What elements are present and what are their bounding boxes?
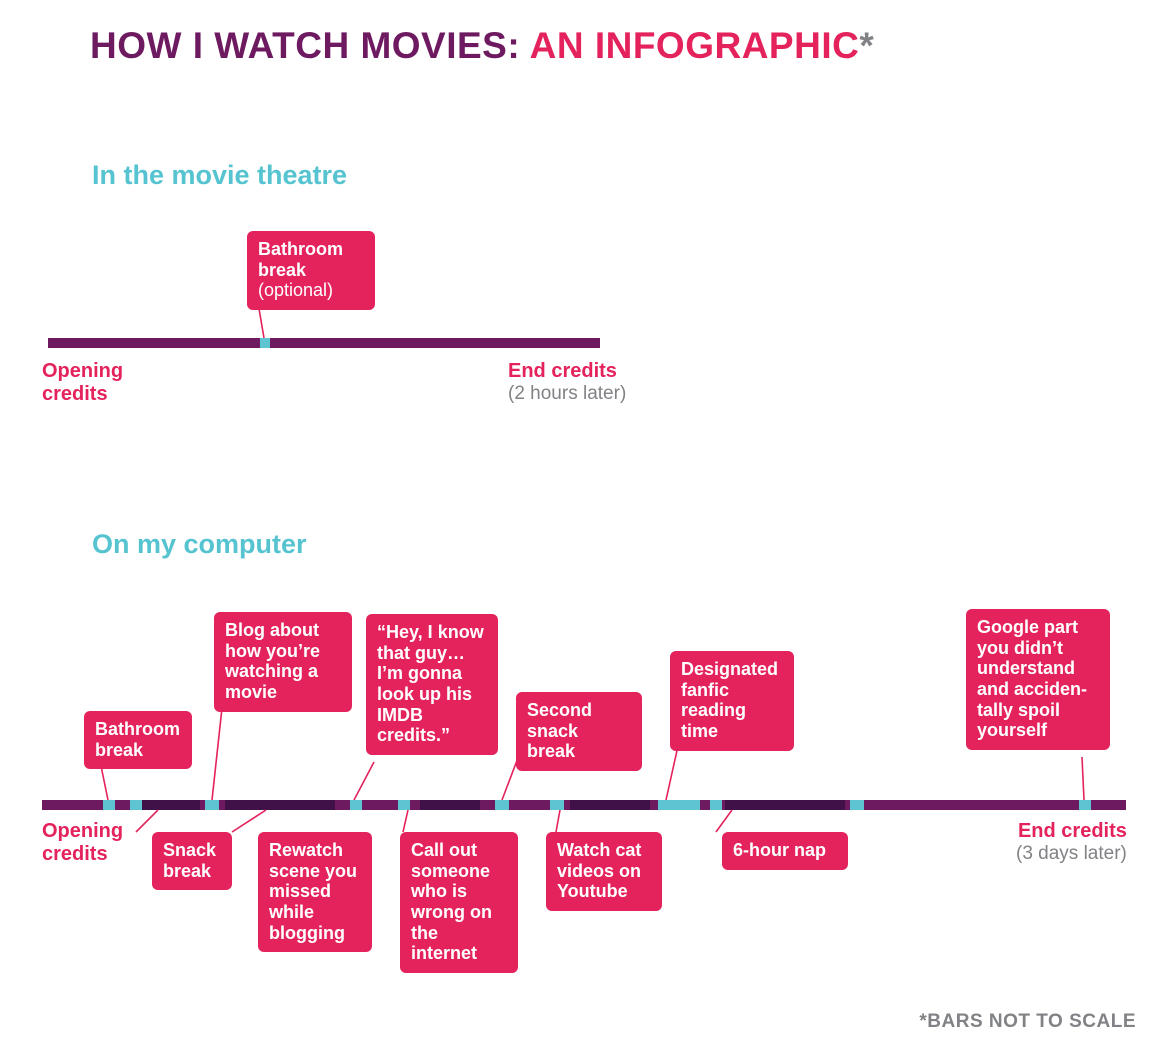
timeline-theatre	[48, 338, 600, 348]
footnote: *BARS NOT TO SCALE	[919, 1011, 1136, 1033]
section-label-computer: On my computer	[92, 529, 307, 560]
timeline-computer	[42, 800, 1126, 810]
pointer-line	[98, 759, 110, 802]
callout-bubble: Call out someone who is wrong on the int…	[400, 832, 518, 973]
pointer-line	[352, 760, 376, 802]
axis-end-sub: (2 hours later)	[508, 383, 626, 405]
axis-end-c-title: End credits	[1018, 820, 1127, 842]
timeline-segment-dark	[420, 800, 480, 810]
callout-bubble: Snack break	[152, 832, 232, 890]
callout-bubble: Bathroom break(optional)	[247, 231, 375, 310]
callout-bubble: Rewatch scene you missed while blogging	[258, 832, 372, 952]
axis-start-line1: Opening	[42, 360, 123, 382]
title-part-1: HOW I WATCH MOVIES:	[90, 25, 530, 66]
pointer-line	[210, 706, 224, 802]
pointer-line	[134, 808, 160, 834]
pointer-line	[1080, 755, 1086, 802]
axis-start-computer: Opening credits	[42, 820, 123, 866]
axis-end-computer: End credits (3 days later)	[1016, 820, 1127, 865]
axis-start-line2: credits	[42, 383, 108, 405]
pointer-line	[500, 740, 526, 802]
axis-start-theatre: Opening credits	[42, 360, 123, 406]
pointer-line	[664, 744, 680, 802]
callout-bubble: Second snack break	[516, 692, 642, 771]
callout-bubble: 6-hour nap	[722, 832, 848, 870]
callout-bubble: Blog about how you’re watching a movie	[214, 612, 352, 712]
callout-text: Bathroom break	[258, 239, 343, 280]
axis-end-theatre: End credits (2 hours later)	[508, 360, 626, 405]
axis-start-c-line1: Opening	[42, 820, 123, 842]
axis-end-title: End credits	[508, 360, 617, 382]
timeline-tick	[850, 800, 864, 810]
callout-bubble: “Hey, I know that guy… I’m gonna look up…	[366, 614, 498, 755]
callout-bubble: Watch cat videos on Youtube	[546, 832, 662, 911]
timeline-segment-dark	[725, 800, 845, 810]
pointer-line	[255, 295, 266, 340]
callout-bubble: Designated fanfic reading time	[670, 651, 794, 751]
axis-end-c-sub: (3 days later)	[1016, 843, 1127, 865]
pointer-line	[714, 808, 734, 834]
callout-subtext: (optional)	[258, 280, 364, 301]
title-asterisk: *	[859, 25, 874, 66]
callout-bubble: Google part you didn’t understand and ac…	[966, 609, 1110, 750]
pointer-line	[554, 808, 562, 834]
title-part-2: AN INFOGRAPHIC	[530, 25, 860, 66]
timeline-segment-dark	[570, 800, 650, 810]
page-title: HOW I WATCH MOVIES: AN INFOGRAPHIC*	[90, 25, 874, 67]
pointer-line	[401, 808, 410, 834]
axis-start-c-line2: credits	[42, 843, 108, 865]
section-label-theatre: In the movie theatre	[92, 160, 347, 191]
pointer-line	[230, 808, 268, 834]
